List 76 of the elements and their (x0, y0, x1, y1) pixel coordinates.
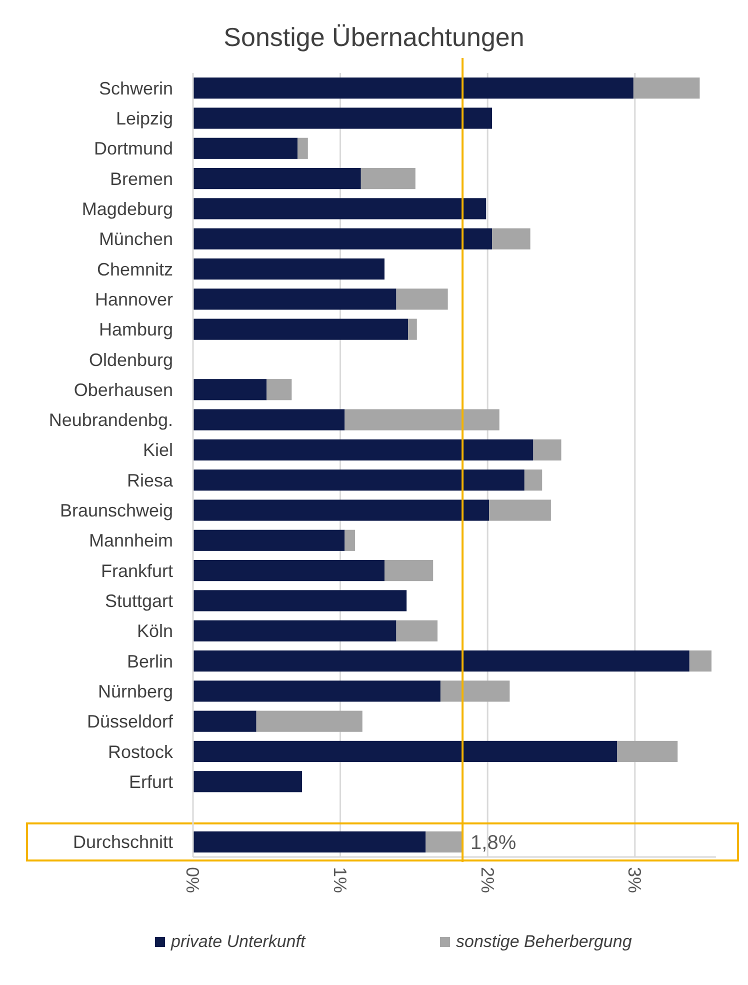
y-tick-label: Rostock (108, 742, 174, 762)
y-tick-label: Düsseldorf (86, 712, 174, 732)
bar (266, 379, 292, 400)
bar (193, 78, 634, 99)
bar (426, 831, 463, 852)
bar (344, 530, 356, 551)
y-tick-label: Hamburg (98, 320, 173, 340)
y-tick-label: Nürnberg (98, 681, 173, 702)
legend-label: sonstige Beherbergung (456, 932, 632, 951)
bar (298, 138, 308, 159)
y-tick-label: Berlin (126, 651, 173, 672)
bar (193, 740, 618, 762)
annotation: 1,8% (470, 832, 516, 854)
bar (193, 680, 440, 702)
bar (489, 500, 551, 521)
bar (193, 409, 345, 430)
y-tick-label: Durchschnitt (72, 832, 173, 852)
x-tick-label: 2% (477, 867, 498, 894)
x-tick-label: 3% (624, 867, 645, 894)
x-tick-label: 0% (182, 867, 203, 894)
bar (193, 650, 690, 672)
y-tick-label: Hannover (94, 289, 174, 310)
y-tick-label: Leipzig (116, 108, 173, 129)
y-tick-label: Braunschweig (60, 500, 173, 521)
bar (633, 78, 700, 99)
y-tick-label: Dortmund (94, 138, 173, 159)
bar (193, 288, 396, 310)
y-tick-label: Schwerin (98, 78, 173, 98)
bar (193, 439, 534, 460)
bar (193, 198, 486, 220)
y-tick-label: Riesa (126, 470, 174, 490)
y-tick-label: Kiel (142, 440, 173, 460)
y-tick-label: Mannheim (88, 530, 173, 551)
legend-label: private Unterkunft (170, 932, 306, 951)
y-tick-label: Frankfurt (100, 560, 173, 581)
y-tick-label: Neubrandenbg. (48, 410, 173, 430)
bar (193, 831, 426, 852)
bar (193, 620, 396, 642)
bar (256, 710, 362, 732)
bar (384, 560, 434, 582)
bar (193, 560, 384, 582)
y-tick-label: Erfurt (128, 772, 173, 792)
bar (193, 258, 384, 280)
bar (689, 650, 712, 672)
bar (193, 379, 267, 400)
bar (193, 228, 492, 250)
y-tick-label: Köln (136, 621, 173, 642)
bar (193, 318, 408, 340)
bar (617, 740, 678, 762)
y-tick-label: Oldenburg (88, 350, 173, 370)
chart-title: Sonstige Übernachtungen (224, 22, 524, 52)
bar (396, 620, 438, 642)
bar (492, 228, 530, 250)
x-tick-label: 1% (330, 867, 350, 894)
y-tick-label: Bremen (110, 168, 173, 189)
bar (193, 138, 298, 159)
bar (193, 710, 256, 732)
bar (408, 318, 417, 340)
bar (193, 771, 302, 792)
y-tick-label: München (98, 229, 173, 250)
y-tick-label: Chemnitz (96, 259, 173, 280)
bar (440, 680, 510, 702)
bar (360, 168, 416, 190)
y-tick-label: Stuttgart (104, 590, 173, 611)
bar (193, 590, 407, 612)
bar (193, 470, 524, 491)
bar (344, 409, 500, 430)
y-tick-label: Oberhausen (74, 380, 173, 400)
bar (193, 530, 345, 551)
bar (193, 108, 492, 129)
bar (533, 439, 562, 460)
bar (396, 288, 448, 310)
bar (524, 470, 542, 491)
bar (193, 168, 361, 190)
y-tick-label: Magdeburg (82, 198, 173, 219)
bar (193, 500, 490, 521)
